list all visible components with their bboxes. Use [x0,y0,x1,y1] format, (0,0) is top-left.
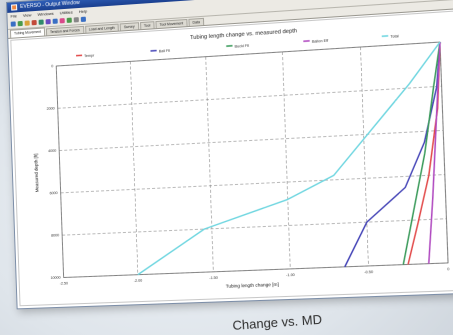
menu-help[interactable]: Help [79,7,88,15]
legend-label-3: Ballon Eff [312,39,328,44]
table-icon[interactable] [46,19,51,24]
help-icon[interactable] [81,17,86,22]
print-icon[interactable] [25,20,30,25]
legend-label-1: Ball Flt [159,49,170,54]
tab-tool[interactable]: Tool [140,21,155,29]
output-window: EVERSO - Output Window _ □ x File View W… [6,0,453,309]
refresh-icon[interactable] [67,18,72,23]
y-gridline-2 [59,130,443,150]
delete-icon[interactable] [32,20,37,25]
tab-tool-movement[interactable]: Tool Movement [155,19,187,28]
y-tick-label-0: 0 [51,64,53,68]
save-icon[interactable] [18,21,23,26]
x-gridline-3 [282,52,290,269]
zoom-icon[interactable] [53,19,58,24]
y-tick-label-3: 6000 [50,191,58,195]
menu-windows[interactable]: Windows [37,10,54,18]
tab-tubing-movement[interactable]: Tubing Movement [10,27,45,37]
x-tick-label-4: -0.50 [364,270,373,275]
tab-survey[interactable]: Survey [120,22,139,30]
x-gridline-2 [206,57,214,272]
y-gridline-3 [61,175,445,193]
x-gridline-1 [130,61,138,274]
menu-file[interactable]: File [10,12,17,19]
plot-panel: Tubing length change vs. measured depth T… [10,10,453,306]
legend-label-4: Total [390,34,399,39]
legend-label-2: Buckl Flt [235,44,250,49]
y-tick-label-5: 10000 [51,276,61,280]
legend-label-0: Tempr [84,53,95,58]
y-tick-label-1: 2000 [47,107,55,111]
chart-title: Tubing length change vs. measured depth [190,28,297,41]
line-chart: Tubing length change vs. measured depthT… [11,12,453,306]
menu-utilities[interactable]: Utilities [60,8,73,16]
app-icon [11,4,17,10]
tab-tension-forces[interactable]: Tension and Forces [46,26,84,36]
export-icon[interactable] [60,18,65,23]
y-axis-label: Measured depth [ft] [33,153,39,192]
x-tick-label-2: -1.50 [209,276,218,280]
x-tick-label-5: 0 [447,267,449,271]
menu-view[interactable]: View [23,11,32,19]
plot-frame [56,42,448,277]
chart-icon[interactable] [39,19,44,24]
x-tick-label-0: -2.50 [60,281,68,285]
y-gridline-4 [62,219,446,235]
y-tick-label-2: 4000 [48,149,56,153]
screen-stage: EVERSO - Output Window _ □ x File View W… [6,0,453,320]
settings-icon[interactable] [74,17,79,22]
tab-load-length[interactable]: Load and Length [85,24,119,33]
x-tick-label-3: -1.00 [286,273,295,277]
tab-data[interactable]: Data [188,18,204,26]
open-icon[interactable] [11,21,16,26]
y-gridline-1 [58,86,442,108]
x-axis-label: Tubing length change [m] [226,282,279,289]
y-tick-label-4: 8000 [51,233,59,237]
caption-text: Change vs. MD [232,312,322,333]
series-line-2 [395,42,448,265]
x-tick-label-1: -2.00 [134,279,143,283]
